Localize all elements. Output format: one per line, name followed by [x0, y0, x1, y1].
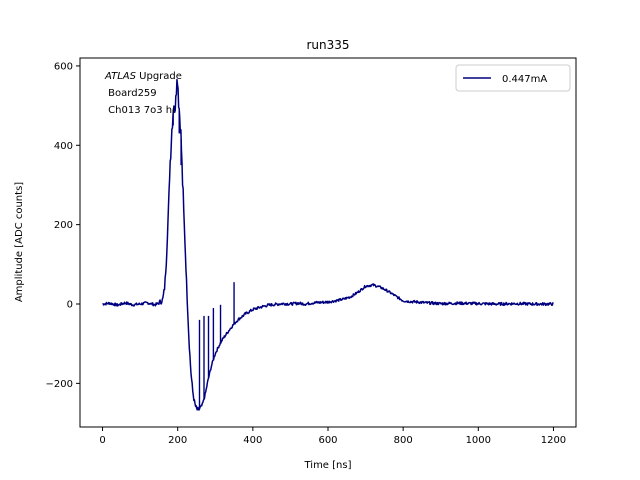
series-line — [102, 78, 554, 411]
x-axis-label: Time [ns] — [303, 460, 351, 471]
y-tick-label: 200 — [54, 220, 73, 231]
annotation-line-1: ATLAS Upgrade — [104, 71, 182, 82]
y-tick-label: 400 — [54, 141, 73, 152]
annotation-atlas: ATLAS — [104, 71, 137, 82]
annotation-line-2: Board259 — [105, 88, 157, 99]
y-tick-label: 600 — [54, 61, 73, 72]
series-layer — [102, 78, 554, 411]
y-tick-label: −200 — [46, 379, 73, 390]
chart-title: run335 — [306, 38, 349, 52]
legend: 0.447mA — [455, 64, 571, 92]
annotation-line-3: Ch013 7o3 hi — [105, 105, 175, 116]
legend-box — [455, 64, 571, 92]
annotation-upgrade: Upgrade — [136, 71, 182, 82]
legend-label: 0.447mA — [502, 74, 547, 85]
x-tick-label: 0 — [99, 435, 105, 446]
x-tick-label: 600 — [318, 435, 337, 446]
x-tick-label: 1000 — [466, 435, 491, 446]
x-tick-label: 200 — [168, 435, 187, 446]
x-tick-label: 1200 — [541, 435, 566, 446]
x-tick-label: 800 — [394, 435, 413, 446]
ticks-layer: 0 200 400 600 800 1000 1200 −200 0 200 400 600 — [46, 61, 567, 446]
y-tick-label: 0 — [67, 300, 73, 311]
y-axis-label: Amplitude [ADC counts] — [14, 182, 25, 302]
x-tick-label: 400 — [243, 435, 262, 446]
